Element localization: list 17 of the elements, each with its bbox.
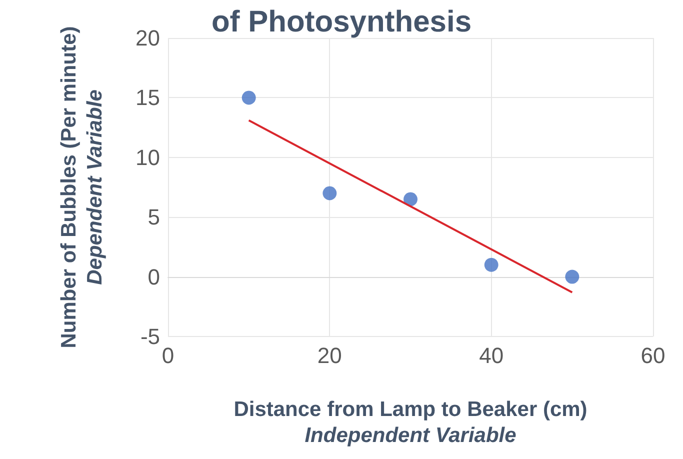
y-tick-label: 15: [136, 85, 160, 110]
chart-title: of Photosynthesis: [211, 6, 472, 38]
point: [322, 186, 337, 200]
x-tick-label: 60: [640, 343, 666, 368]
point: [565, 270, 580, 284]
y-tick-label: -5: [140, 324, 160, 349]
y-tick-label: 0: [148, 264, 160, 290]
point: [404, 192, 418, 206]
y-tick-label: 20: [136, 26, 160, 50]
x-tick-label: 20: [317, 343, 342, 368]
y-tick-label: 10: [136, 144, 160, 170]
x-tick-label: 40: [479, 343, 504, 368]
x-axis-title: Distance from Lamp to Beaker (cm) Independent Variable: [234, 398, 588, 447]
y-tick-label: 5: [148, 204, 160, 230]
y-axis-title: Number of Bubbles (Per minute) Dependent Variable: [58, 26, 106, 348]
point: [484, 258, 498, 272]
point: [242, 90, 256, 105]
